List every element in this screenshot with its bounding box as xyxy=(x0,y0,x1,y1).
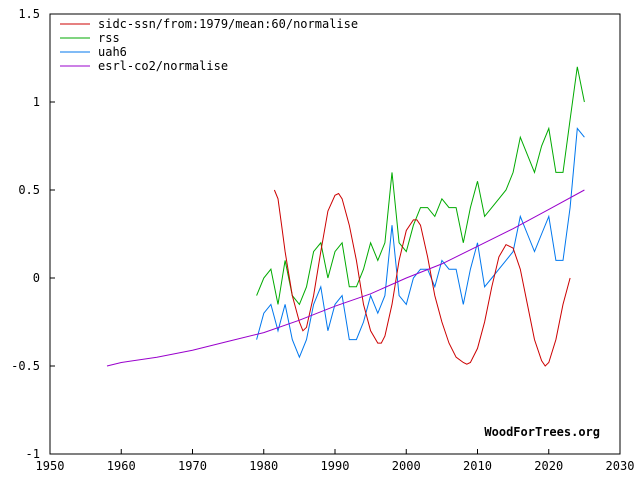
series-line-esrl-co2 xyxy=(106,189,585,367)
x-tick-label: 1950 xyxy=(36,459,65,473)
x-tick-label: 1960 xyxy=(107,459,136,473)
legend-label-sidc-ssn: sidc-ssn/from:1979/mean:60/normalise xyxy=(98,17,358,31)
x-tick-label: 2010 xyxy=(463,459,492,473)
credit-label: WoodForTrees.org xyxy=(484,425,600,439)
x-tick-label: 2020 xyxy=(534,459,563,473)
legend-label-esrl-co2: esrl-co2/normalise xyxy=(98,59,228,73)
legend-label-uah6: uah6 xyxy=(98,45,127,59)
x-tick-label: 1980 xyxy=(249,459,278,473)
y-tick-label: 0.5 xyxy=(18,183,40,197)
series-line-sidc-ssn xyxy=(273,189,571,367)
series-line-rss xyxy=(256,66,585,306)
axes-layer: 1950 1960 1970 1980 1990 2000 2010 2020 2030 -1 -0… xyxy=(11,7,634,473)
series-line-uah6 xyxy=(256,127,585,359)
plot-area xyxy=(49,13,621,455)
y-tick-label: -0.5 xyxy=(11,359,40,373)
y-tick-label: 0 xyxy=(33,271,40,285)
x-tick-label: 1970 xyxy=(178,459,207,473)
legend: sidc-ssn/from:1979/mean:60/normalise rss… xyxy=(60,17,358,73)
x-tick-label: 2000 xyxy=(392,459,421,473)
legend-label-rss: rss xyxy=(98,31,120,45)
y-tick-label: 1 xyxy=(33,95,40,109)
x-tick-label: 2030 xyxy=(606,459,635,473)
series-layer xyxy=(106,66,585,367)
y-tick-label: 1.5 xyxy=(18,7,40,21)
y-tick-label: -1 xyxy=(26,447,40,461)
x-tick-label: 1990 xyxy=(321,459,350,473)
